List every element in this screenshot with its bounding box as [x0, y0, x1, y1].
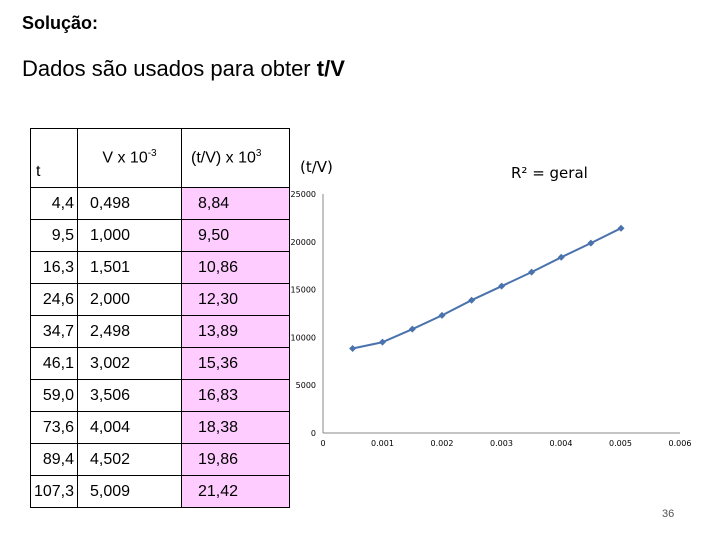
header-t: t — [30, 128, 78, 188]
x-tick-label: 0.001 — [371, 439, 394, 448]
data-point — [528, 268, 536, 276]
x-tick-label: 0 — [320, 439, 325, 448]
data-point — [617, 224, 625, 232]
cell-tv: 10,86 — [181, 251, 290, 284]
data-point — [438, 311, 446, 319]
cell-tv: 15,36 — [181, 347, 290, 380]
subtitle: Dados são usados para obter t/V — [22, 56, 345, 82]
y-tick-label: 15000 — [291, 286, 316, 295]
cell-v: 2,498 — [77, 315, 182, 348]
cell-t: 16,3 — [30, 251, 78, 284]
y-tick-labels: 0 5000 10000 15000 20000 25000 — [291, 190, 316, 438]
table-row: 9,5 1,000 9,50 — [30, 219, 290, 252]
cell-v: 5,009 — [77, 475, 182, 508]
cell-t: 34,7 — [30, 315, 78, 348]
table-row: 24,6 2,000 12,30 — [30, 283, 290, 316]
subtitle-bold: t/V — [316, 56, 345, 81]
cell-tv: 19,86 — [181, 443, 290, 476]
table-row: 73,6 4,004 18,38 — [30, 411, 290, 444]
header-tv-text: (t/V) x 10 — [191, 149, 256, 167]
x-tick-label: 0.002 — [431, 439, 454, 448]
r2-annotation: R² = geral — [511, 164, 588, 182]
y-tick-label: 5000 — [296, 381, 316, 390]
y-tick-label: 10000 — [291, 333, 316, 342]
header-v-text: V x 10 — [102, 149, 148, 167]
data-markers — [349, 224, 625, 352]
table-row: 16,3 1,501 10,86 — [30, 251, 290, 284]
table-row: 46,1 3,002 15,36 — [30, 347, 290, 380]
cell-tv: 16,83 — [181, 379, 290, 412]
cell-t: 107,3 — [30, 475, 78, 508]
table-row: 4,4 0,498 8,84 — [30, 187, 290, 220]
table-row: 59,0 3,506 16,83 — [30, 379, 290, 412]
table-body: 4,4 0,498 8,84 9,5 1,000 9,50 16,3 1,501 10,86 24… — [30, 187, 290, 508]
y-tick-label: 20000 — [291, 238, 316, 247]
table-row: 34,7 2,498 13,89 — [30, 315, 290, 348]
x-tick-label: 0.006 — [669, 439, 692, 448]
y-tick-label: 0 — [311, 429, 316, 438]
x-tick-labels: 0 0.001 0.002 0.003 0.004 0.005 0.006 — [320, 439, 691, 448]
data-point — [557, 253, 565, 261]
header-tv: (t/V) x 103 — [181, 128, 290, 188]
data-table: t V x 10-3 (t/V) x 103 4,4 0,498 8,84 9,5 1,… — [30, 128, 290, 508]
cell-v: 1,000 — [77, 219, 182, 252]
y-tick-label: 25000 — [291, 190, 316, 199]
x-tick-label: 0.004 — [550, 439, 573, 448]
data-point — [379, 338, 386, 346]
cell-tv: 12,30 — [181, 283, 290, 316]
table-header-row: t V x 10-3 (t/V) x 103 — [30, 128, 290, 188]
header-v-exp: -3 — [147, 148, 157, 160]
table-row: 107,3 5,009 21,42 — [30, 475, 290, 508]
series-line — [352, 227, 622, 350]
table-row: 89,4 4,502 19,86 — [30, 443, 290, 476]
cell-tv: 21,42 — [181, 475, 290, 508]
header-tv-exp: 3 — [255, 148, 262, 160]
page-number: 36 — [662, 508, 675, 520]
page-heading: Solução: — [22, 13, 99, 33]
x-tick-label: 0.005 — [609, 439, 632, 448]
data-point — [498, 282, 506, 290]
data-point — [587, 239, 595, 247]
data-point — [468, 296, 476, 304]
cell-v: 4,502 — [77, 443, 182, 476]
cell-v: 0,498 — [77, 187, 182, 220]
x-tick-label: 0.003 — [490, 439, 513, 448]
cell-v: 4,004 — [77, 411, 182, 444]
subtitle-text: Dados são usados para obter — [22, 56, 317, 81]
data-point — [408, 325, 416, 333]
cell-tv: 13,89 — [181, 315, 290, 348]
cell-tv: 8,84 — [181, 187, 290, 220]
header-v: V x 10-3 — [77, 128, 182, 188]
cell-v: 3,002 — [77, 347, 182, 380]
data-point — [349, 344, 357, 352]
chart-title: (t/V) — [300, 158, 333, 176]
